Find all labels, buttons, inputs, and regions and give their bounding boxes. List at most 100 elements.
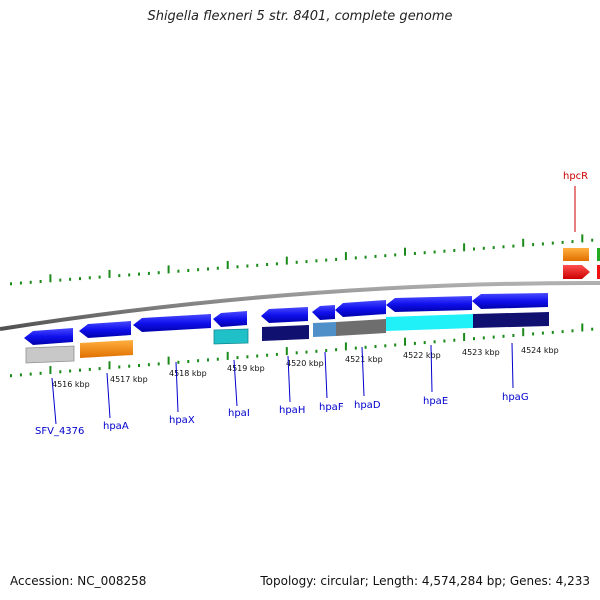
minor-tick (177, 269, 180, 273)
major-tick (344, 252, 347, 261)
minor-tick (246, 355, 249, 359)
minor-tick (453, 249, 456, 252)
gene-arrow[interactable] (472, 293, 548, 309)
minor-tick (305, 260, 308, 264)
feature-block[interactable] (25, 345, 75, 364)
minor-tick (266, 353, 269, 357)
genome-backbone (0, 280, 600, 331)
minor-tick (561, 240, 564, 244)
genome-stats-text: Topology: circular; Length: 4,574,284 bp… (260, 574, 590, 588)
kbp-label: 4520 kbp (286, 359, 324, 368)
major-tick (167, 356, 170, 365)
minor-tick (216, 357, 219, 361)
gene-arrow[interactable] (213, 311, 247, 327)
gene-label[interactable]: hpaI (228, 408, 250, 419)
minor-tick (98, 275, 101, 279)
gene-leader-line (51, 377, 57, 425)
minor-tick (29, 372, 32, 376)
feature-block[interactable] (262, 325, 309, 341)
minor-tick (571, 329, 574, 333)
feature-block[interactable] (386, 314, 473, 331)
minor-tick (541, 242, 544, 246)
genome-title: Shigella flexneri 5 str. 8401, complete … (147, 9, 453, 24)
minor-tick (482, 336, 485, 340)
minor-tick (561, 330, 564, 334)
gene-arrow[interactable] (24, 328, 73, 345)
gene-label[interactable]: hpaG (502, 392, 529, 403)
feature-block[interactable] (313, 322, 336, 337)
accession-text: Accession: NC_008258 (10, 574, 147, 588)
minor-tick (532, 243, 535, 247)
minor-tick (147, 271, 150, 275)
minor-tick (443, 249, 446, 253)
minor-tick (256, 263, 259, 267)
minor-tick (571, 240, 574, 244)
kbp-axis-labels: 4516 kbp 4517 kbp 4518 kbp 4519 kbp 4520 kbp… (52, 346, 559, 389)
gene-label[interactable]: hpaE (423, 396, 448, 407)
minor-tick (413, 341, 416, 345)
minor-tick (187, 269, 190, 272)
feature-blocks (25, 312, 549, 364)
gene-arrow[interactable] (312, 305, 335, 320)
minor-tick (207, 358, 209, 362)
gene-arrow[interactable] (133, 314, 211, 332)
minor-tick (512, 334, 515, 337)
gene-arrow[interactable] (335, 300, 386, 317)
gene-arrow[interactable] (79, 321, 131, 338)
minor-tick (59, 370, 62, 374)
gene-label[interactable]: hpaH (279, 405, 305, 416)
minor-tick (335, 348, 338, 352)
minor-tick (453, 338, 456, 342)
feature-block[interactable] (473, 312, 549, 328)
gene-label[interactable]: hpcR (563, 171, 588, 182)
feature-block[interactable] (336, 319, 386, 336)
minor-tick (197, 268, 200, 272)
gene-arrow[interactable] (563, 265, 590, 279)
minor-tick (492, 246, 495, 250)
minor-tick (69, 369, 72, 373)
gene-label[interactable]: hpaF (319, 402, 344, 413)
gene-arrow[interactable] (261, 307, 308, 323)
feature-block[interactable] (213, 328, 249, 345)
minor-tick (354, 256, 357, 260)
gene-label[interactable]: hpaX (169, 415, 195, 426)
gene-arrow[interactable] (386, 296, 472, 312)
minor-tick (384, 344, 387, 348)
minor-tick (256, 354, 259, 358)
major-tick (226, 261, 229, 269)
major-tick (108, 361, 111, 370)
gene-label[interactable]: hpaA (103, 421, 129, 432)
minor-tick (591, 238, 594, 242)
minor-tick (541, 331, 544, 335)
minor-tick (29, 280, 32, 284)
kbp-label: 4516 kbp (52, 380, 90, 389)
minor-tick (482, 246, 485, 250)
gene-label[interactable]: SFV_4376 (35, 426, 84, 437)
minor-tick (394, 253, 397, 257)
kbp-label: 4519 kbp (227, 364, 265, 373)
gene-label[interactable]: hpaD (354, 400, 381, 411)
minor-tick (394, 343, 397, 347)
minor-tick (197, 359, 200, 363)
minor-tick (364, 255, 367, 259)
gene-arrow[interactable] (597, 265, 600, 279)
major-tick (285, 347, 288, 356)
feature-block[interactable] (563, 248, 589, 261)
minor-tick (88, 276, 91, 280)
minor-tick (433, 250, 436, 254)
gene-leader-line (233, 359, 238, 407)
minor-tick (295, 260, 298, 264)
feature-block[interactable] (597, 248, 600, 261)
minor-tick (551, 330, 554, 334)
minor-tick (275, 262, 278, 266)
gene-leader-line (430, 344, 433, 393)
minor-tick (39, 371, 42, 375)
major-tick (49, 274, 52, 283)
minor-tick (384, 254, 387, 258)
minor-tick (128, 364, 131, 368)
minor-tick (157, 362, 160, 366)
hpcR-region (563, 248, 600, 279)
feature-block[interactable] (80, 340, 133, 358)
kbp-label: 4521 kbp (345, 355, 383, 364)
